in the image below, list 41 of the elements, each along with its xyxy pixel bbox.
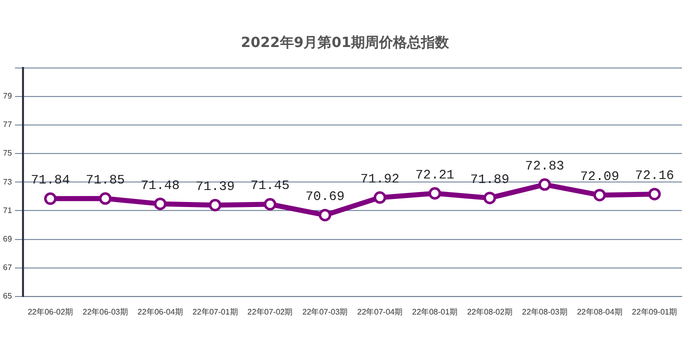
data-label: 70.69: [305, 189, 344, 204]
point: [648, 188, 661, 200]
point: [208, 198, 222, 212]
data-label: 72.16: [635, 168, 674, 184]
data-label: 71.45: [250, 178, 290, 194]
y-tick-label: 73: [2, 177, 12, 186]
point: [318, 208, 332, 222]
y-tick-label: 79: [2, 92, 12, 101]
x-tick-label: 22年08-03期: [522, 307, 568, 316]
point: [99, 192, 112, 205]
x-tick-label: 22年06-02期: [28, 307, 74, 316]
point: [264, 198, 276, 210]
x-tick-label: 22年07-04期: [357, 307, 403, 316]
data-label: 72.09: [580, 169, 620, 184]
y-tick-label: 69: [2, 234, 12, 244]
data-label: 72.83: [525, 158, 564, 174]
point: [593, 188, 606, 202]
x-tick-label: 22年06-04期: [138, 307, 183, 316]
y-tick-label: 65: [2, 292, 12, 301]
y-tick-label: 75: [2, 148, 12, 158]
x-tick-label: 22年06-03期: [82, 307, 128, 316]
point: [154, 198, 166, 210]
x-tick-label: 22年09-01期: [632, 307, 678, 316]
point: [44, 192, 57, 205]
x-tick-label: 22年07-02期: [247, 307, 293, 316]
data-label: 72.21: [415, 167, 455, 182]
point: [374, 191, 386, 204]
x-tick-label: 22年08-01期: [412, 307, 458, 316]
y-tick-label: 67: [2, 263, 12, 272]
chart-title: 2022年9月第01期周价格总指数: [240, 34, 450, 52]
data-label: 71.48: [140, 178, 180, 193]
x-tick-label: 22年07-03期: [302, 307, 348, 316]
point: [428, 187, 442, 200]
point: [484, 192, 496, 204]
data-label: 71.39: [196, 179, 235, 194]
y-tick-label: 71: [2, 206, 12, 215]
point: [538, 178, 551, 191]
x-tick-label: 22年08-04期: [576, 307, 622, 316]
x-tick-label: 22年07-01期: [192, 307, 238, 316]
y-tick-label: 77: [2, 120, 12, 130]
x-tick-label: 22年08-02期: [467, 307, 512, 316]
